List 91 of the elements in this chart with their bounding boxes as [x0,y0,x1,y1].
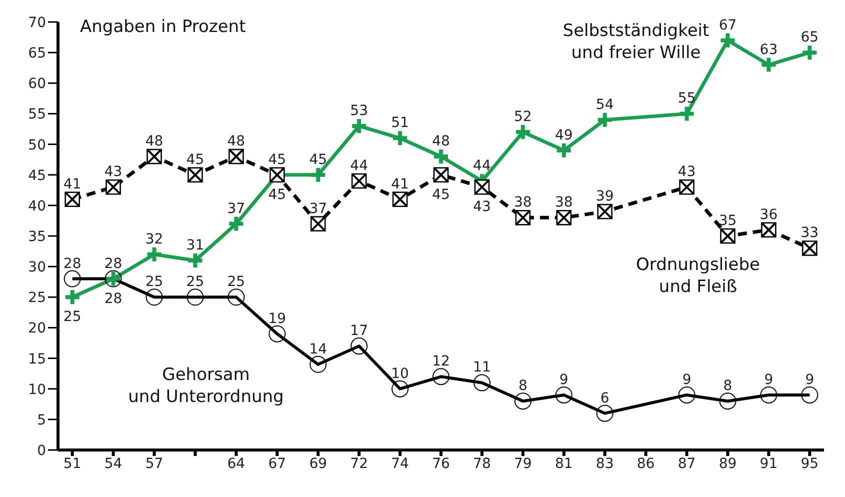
data-label: 6 [600,390,610,406]
data-label: 45 [268,152,286,168]
data-label: 25 [63,309,82,326]
data-label: 37 [227,200,246,217]
data-label: 25 [186,274,204,290]
data-label: 28 [104,256,122,272]
series-label: Selbstständigkeit und freier Wille [562,21,710,63]
x-tick-label: 54 [104,456,122,472]
data-label: 48 [227,134,246,150]
data-label: 33 [800,225,819,242]
x-tick-label: 81 [554,456,573,472]
x-tick-label: 51 [63,456,82,472]
y-tick-label: 20 [28,320,46,337]
data-label: 9 [764,372,774,388]
y-tick-label: 70 [28,14,46,31]
data-label: 51 [391,115,409,132]
data-label: 11 [473,360,491,376]
data-label: 12 [432,354,450,370]
data-label: 43 [473,199,491,216]
data-label: 53 [350,102,368,119]
data-label: 55 [678,90,696,107]
data-label: 38 [554,194,573,211]
data-label: 43 [104,164,122,180]
x-tick-label: 86 [636,456,655,472]
data-label: 35 [718,213,737,229]
x-tick-label: 83 [596,456,614,472]
y-tick-label: 45 [28,168,46,184]
data-label: 45 [268,186,286,203]
data-label: 45 [186,152,204,168]
data-label: 32 [145,231,164,248]
data-label: 45 [309,152,328,168]
data-label: 37 [309,200,328,217]
data-label: 43 [678,164,696,180]
data-label: 52 [514,109,532,126]
data-label: 10 [391,366,409,382]
x-tick-label: 78 [473,456,491,472]
data-label: 41 [391,176,409,192]
y-tick-label: 10 [28,382,46,398]
data-label: 8 [518,378,528,394]
series-label: Gehorsam und Unterordnung [128,365,284,407]
x-tick-label: 72 [350,456,368,472]
x-tick-label: 79 [514,456,532,472]
y-tick-label: 55 [28,106,46,123]
data-label: 44 [350,158,368,174]
data-label: 38 [514,194,532,211]
data-label: 28 [63,256,82,272]
x-tick-label: 67 [268,456,286,472]
y-tick-label: 30 [28,260,46,276]
y-tick-label: 50 [28,137,46,154]
data-label: 65 [800,30,819,46]
data-label: 48 [145,134,164,150]
y-tick-label: 35 [28,228,46,245]
y-tick-label: 5 [37,412,46,428]
data-label: 28 [104,290,122,307]
annotation: Angaben in Prozent [80,17,246,37]
x-tick-label: 64 [227,456,246,472]
data-label: 45 [432,186,450,203]
data-label: 39 [596,188,614,205]
data-label: 41 [63,176,82,192]
y-tick-label: 25 [28,290,46,306]
data-label: 9 [805,372,814,388]
data-label: 9 [682,372,692,388]
data-label: 36 [760,206,778,223]
data-label: 8 [723,378,732,394]
series-label: Ordnungsliebe und Fleiß [636,255,760,297]
x-tick-label: 95 [800,456,819,472]
data-label: 17 [350,323,368,340]
y-tick-label: 40 [28,198,46,214]
data-label: 44 [473,158,491,174]
data-label: 31 [186,237,204,254]
data-label: 25 [227,274,246,290]
data-label: 54 [596,96,614,113]
y-tick-label: 0 [37,442,46,459]
x-tick-label: 76 [432,456,450,472]
data-label: 67 [718,17,737,34]
y-tick-label: 60 [28,76,46,92]
x-tick-label: 74 [391,456,410,472]
x-tick-label: 57 [145,456,164,472]
x-tick-label: 91 [760,456,778,472]
data-label: 14 [309,341,328,358]
data-label: 25 [145,274,164,290]
x-tick-label: 69 [309,456,328,472]
data-label: 48 [432,134,450,150]
data-label: 63 [760,42,778,58]
x-tick-label: 89 [718,456,737,472]
data-label: 49 [554,127,573,144]
y-tick-label: 65 [28,46,46,62]
x-tick-label: 87 [678,456,696,472]
y-tick-label: 15 [28,351,46,368]
data-label: 9 [559,372,568,388]
data-label: 19 [268,310,286,327]
